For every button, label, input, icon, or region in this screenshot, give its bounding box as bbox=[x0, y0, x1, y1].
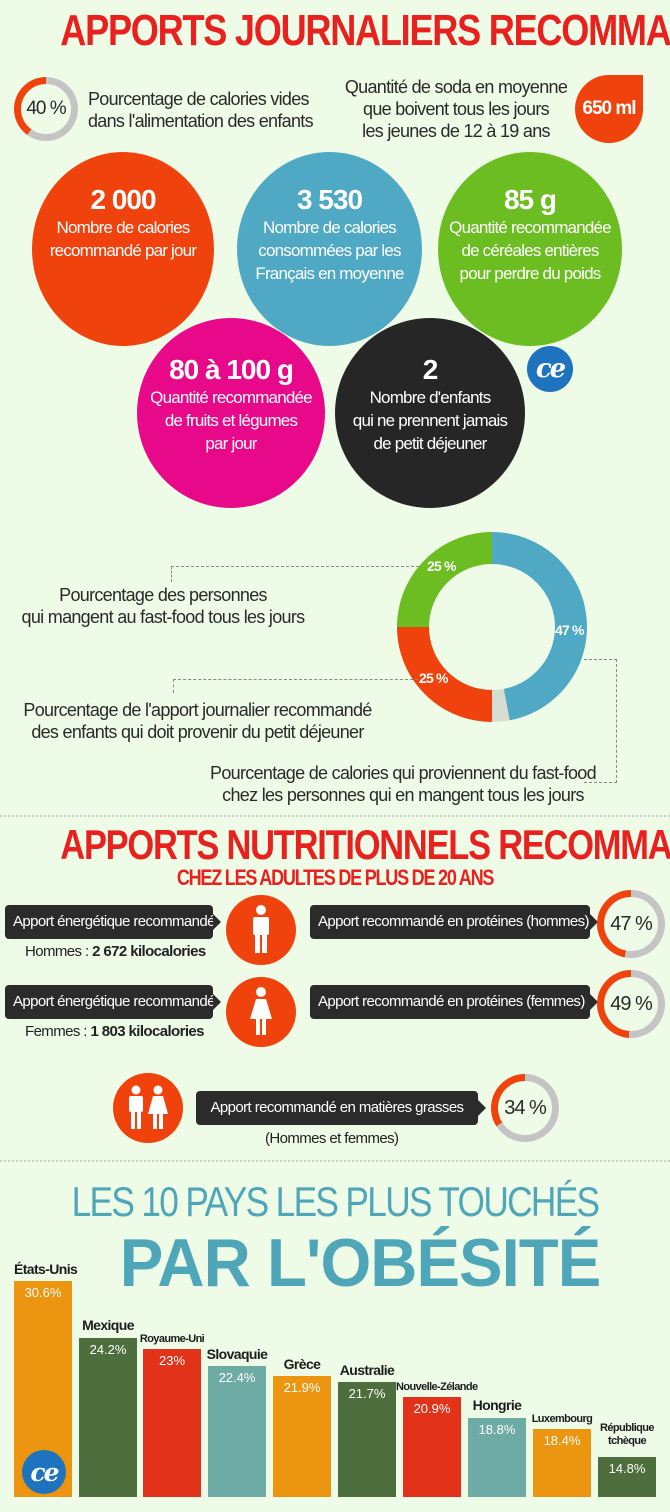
bar-royaume-uni: 23% bbox=[143, 1349, 201, 1497]
divider bbox=[0, 815, 670, 817]
fat-ring: 34 % bbox=[491, 1074, 559, 1142]
women-energy-value: Femmes : 1 803 kilocalories bbox=[25, 1023, 205, 1040]
section1-title: APPORTS JOURNALIERS RECOMMANDÉS bbox=[60, 6, 670, 55]
couple-icon bbox=[113, 1073, 183, 1143]
leader-line-green bbox=[171, 566, 419, 582]
fat-tag: Apport recommandé en matières grasses bbox=[196, 1091, 486, 1125]
bubble-calories-consumed: 3 530 Nombre de calories consommées par … bbox=[237, 152, 422, 346]
bar-grece: 21.9% bbox=[273, 1376, 331, 1497]
man-icon bbox=[226, 895, 296, 965]
bar-luxembourg: 18.4% bbox=[533, 1429, 591, 1497]
soda-drop-icon: 650 ml bbox=[575, 75, 643, 143]
section2-title: APPORTS NUTRITIONNELS RECOMMANDÉS bbox=[60, 821, 670, 868]
empty-calories-label: Pourcentage de calories vides dans l'ali… bbox=[88, 89, 314, 131]
bar-label: Australie bbox=[339, 1362, 395, 1378]
empty-calories-value: 40 % bbox=[26, 98, 66, 119]
women-protein-tag: Apport recommandé en protéines (femmes) bbox=[310, 985, 598, 1019]
empty-calories-ring: 40 % bbox=[14, 77, 78, 141]
fastfood-donut-chart: 25 % 25 % 47 % bbox=[397, 532, 587, 722]
bar-republique-tcheque: 14.8% bbox=[598, 1457, 656, 1497]
bar-label: États-Unis bbox=[14, 1261, 78, 1277]
donut-desc-green: Pourcentage des personnes qui mangent au… bbox=[21, 585, 306, 627]
soda-label: Quantité de soda en moyenne que boivent … bbox=[344, 77, 568, 141]
bar-mexique: 24.2% bbox=[79, 1338, 137, 1497]
woman-icon bbox=[226, 977, 296, 1047]
men-energy-tag: Apport énergétique recommandé bbox=[5, 905, 221, 939]
donut-desc-blue: Pourcentage de calories qui proviennent … bbox=[210, 763, 597, 805]
bubble-fruits-vegetables: 80 à 100 g Quantité recommandée de fruit… bbox=[137, 318, 325, 508]
donut-desc-red: Pourcentage de l'apport journalier recom… bbox=[23, 700, 372, 742]
men-protein-ring: 47 % bbox=[597, 890, 665, 958]
bar-hongrie: 18.8% bbox=[468, 1418, 526, 1497]
bubble-whole-grains: 85 g Quantité recommandée de céréales en… bbox=[438, 152, 622, 346]
obesity-title-line1: LES 10 PAYS LES PLUS TOUCHÉS bbox=[71, 1178, 601, 1225]
donut-label-blue: 47 % bbox=[555, 622, 585, 638]
ce-logo-icon: ce bbox=[527, 346, 573, 392]
women-protein-ring: 49 % bbox=[597, 970, 665, 1038]
fat-note: (Hommes et femmes) bbox=[265, 1130, 399, 1147]
bubble-calories-recommended: 2 000 Nombre de calories recommandé par … bbox=[32, 152, 214, 346]
bubble-no-breakfast: 2 Nombre d'enfants qui ne prennent jamai… bbox=[335, 318, 525, 508]
bar-label: Grèce bbox=[283, 1356, 321, 1372]
bar-label: Hongrie bbox=[472, 1397, 522, 1413]
bar-australie: 21.7% bbox=[338, 1382, 396, 1497]
leader-line-red bbox=[173, 679, 418, 693]
bar-label: Royaume-Uni bbox=[139, 1333, 205, 1345]
section2-subtitle: CHEZ LES ADULTES DE PLUS DE 20 ANS bbox=[176, 865, 495, 890]
bar-nouvelle-zelande: 20.9% bbox=[403, 1397, 461, 1497]
bar-label: République tchèque bbox=[600, 1422, 654, 1447]
donut-label-red: 25 % bbox=[419, 670, 449, 686]
divider bbox=[0, 1160, 670, 1162]
men-protein-tag: Apport recommandé en protéines (hommes) bbox=[310, 905, 598, 939]
obesity-title-line2: PAR L'OBÉSITÉ bbox=[119, 1225, 602, 1301]
ce-logo-icon: ce bbox=[22, 1450, 66, 1494]
bar-label: Mexique bbox=[82, 1317, 134, 1333]
bar-label: Nouvelle-Zélande bbox=[396, 1381, 478, 1393]
bar-label: Slovaquie bbox=[206, 1346, 268, 1362]
bar-label: Luxembourg bbox=[531, 1413, 593, 1425]
leader-line-blue bbox=[584, 659, 617, 783]
donut-label-green: 25 % bbox=[427, 558, 457, 574]
women-energy-tag: Apport énergétique recommandé bbox=[5, 985, 221, 1019]
soda-value: 650 ml bbox=[582, 98, 636, 119]
bar-slovaquie: 22.4% bbox=[208, 1366, 266, 1497]
men-energy-value: Hommes : 2 672 kilocalories bbox=[25, 943, 206, 960]
